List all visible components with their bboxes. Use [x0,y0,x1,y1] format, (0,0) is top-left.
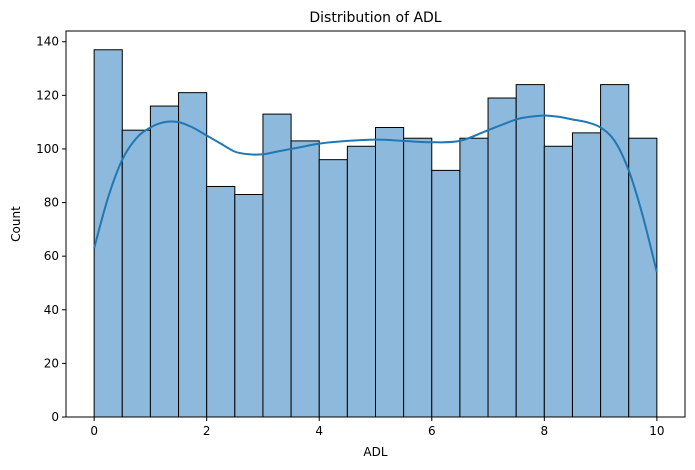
plot-area [65,30,686,418]
histogram-bar [543,145,573,418]
x-tick-label: 10 [649,424,664,438]
y-tick-label: 0 [51,410,59,424]
histogram-bar [346,145,377,418]
histogram-bar [178,92,208,418]
histogram-bar [515,84,545,418]
histogram-bar [149,105,180,418]
histogram-bar [600,84,630,418]
histogram-bar [262,113,292,418]
histogram-bar [403,137,433,418]
histogram-bar [571,132,602,418]
y-axis-label: Count [9,206,23,242]
histogram-bar [487,97,517,418]
y-tick-label: 100 [36,142,59,156]
plot-frame [65,30,686,418]
y-tick-label: 80 [44,196,59,210]
histogram-bar [375,127,405,418]
y-tick-label: 20 [44,356,59,370]
x-axis-label: ADL [363,445,387,459]
y-tick-label: 40 [44,303,59,317]
histogram-bar [290,140,320,418]
histogram-bar [431,169,461,418]
x-tick-label: 6 [428,424,436,438]
x-tick-label: 2 [203,424,211,438]
y-tick-label: 60 [44,249,59,263]
histogram-bar [459,137,489,418]
bars [93,49,658,418]
y-axis: 0 20 40 60 80 100 120 140 [36,35,66,424]
x-tick-label: 8 [540,424,548,438]
histogram-bar [206,185,236,418]
y-tick-label: 140 [36,35,59,49]
histogram-bar [318,159,348,418]
histogram-bar [121,129,151,418]
x-axis: 0 2 4 6 8 10 [90,417,665,438]
histogram-bar [234,194,264,418]
chart-title: Distribution of ADL [309,10,441,26]
x-tick-label: 4 [315,424,323,438]
x-tick-label: 0 [90,424,98,438]
y-tick-label: 120 [36,88,59,102]
kde-curve [93,114,658,273]
